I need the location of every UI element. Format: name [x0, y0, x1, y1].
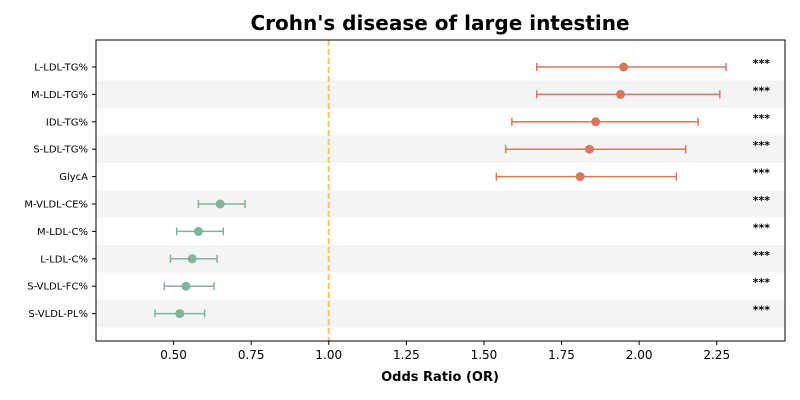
- y-category-label: S-VLDL-PL%: [28, 309, 88, 320]
- y-category-label: M-LDL-TG%: [31, 90, 88, 101]
- row-stripe: [96, 299, 785, 328]
- significance-label: ***: [753, 304, 771, 317]
- or-point: [591, 117, 601, 127]
- significance-label: ***: [753, 139, 771, 152]
- y-category-label: L-LDL-C%: [40, 254, 88, 265]
- x-tick-label: 1.00: [315, 348, 342, 362]
- x-axis-label: Odds Ratio (OR): [381, 370, 499, 385]
- or-point: [619, 62, 629, 72]
- y-category-label: M-VLDL-CE%: [24, 200, 88, 211]
- x-axis: 0.50 0.75 1.00 1.25 1.50 1.75 2.00 2.25: [160, 341, 730, 362]
- y-category-label: L-LDL-TG%: [34, 63, 88, 74]
- or-point: [215, 199, 225, 209]
- chart-title: Crohn's disease of large intestine: [250, 11, 629, 35]
- y-category-label: S-VLDL-FC%: [27, 282, 88, 293]
- or-point: [175, 309, 185, 319]
- significance-label: ***: [753, 57, 771, 70]
- x-tick-label: 1.75: [548, 348, 575, 362]
- or-point: [575, 172, 585, 182]
- significance-label: ***: [753, 194, 771, 207]
- significance-label: ***: [753, 221, 771, 234]
- or-point: [181, 281, 191, 291]
- or-point: [187, 254, 197, 264]
- or-point: [193, 226, 203, 236]
- significance-label: ***: [753, 112, 771, 125]
- x-tick-label: 0.50: [160, 348, 187, 362]
- y-axis: L-LDL-TG% M-LDL-TG% IDL-TG% S-LDL-TG% GlycA M…: [24, 63, 96, 320]
- x-tick-label: 2.25: [703, 348, 730, 362]
- data-marks: *** *** *** *** *** *** *** *** *** ***: [154, 57, 771, 319]
- x-tick-label: 0.75: [238, 348, 265, 362]
- y-category-label: S-LDL-TG%: [33, 145, 88, 156]
- significance-label: ***: [753, 167, 771, 180]
- significance-label: ***: [753, 249, 771, 262]
- y-category-label: GlycA: [59, 172, 88, 183]
- y-category-label: M-LDL-C%: [37, 227, 88, 238]
- x-tick-label: 2.00: [626, 348, 653, 362]
- significance-label: ***: [753, 84, 771, 97]
- x-tick-label: 1.50: [471, 348, 498, 362]
- or-point: [616, 89, 626, 99]
- y-category-label: IDL-TG%: [46, 117, 88, 128]
- plot-frame: [95, 39, 786, 342]
- significance-label: ***: [753, 276, 771, 289]
- x-tick-label: 1.25: [393, 348, 420, 362]
- or-point: [584, 144, 594, 154]
